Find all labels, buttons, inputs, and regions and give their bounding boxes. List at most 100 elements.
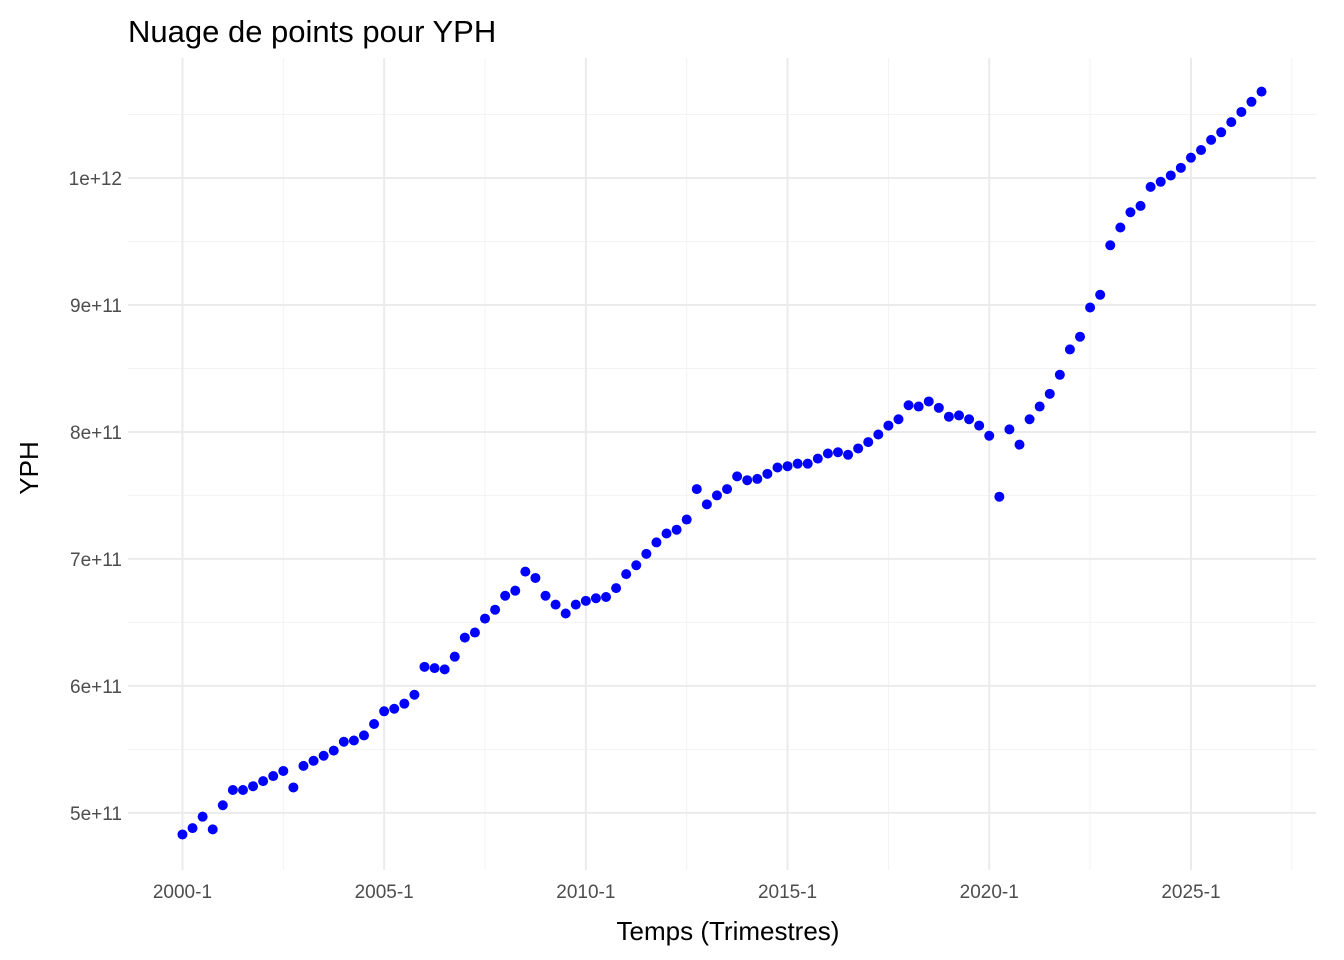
x-tick-label: 2000-1 — [153, 882, 212, 903]
data-point — [207, 824, 218, 835]
data-point — [933, 402, 944, 413]
data-point — [520, 566, 531, 577]
data-point — [1004, 424, 1015, 435]
data-point — [490, 604, 501, 615]
y-axis-tick-labels: 5e+11 6e+11 7e+11 8e+11 9e+11 1e+12 — [69, 169, 122, 825]
y-tick-label: 5e+11 — [70, 804, 122, 825]
data-point — [812, 453, 823, 464]
data-point — [590, 593, 601, 604]
data-point — [691, 484, 702, 495]
data-point — [1165, 170, 1176, 181]
data-point — [792, 458, 803, 469]
data-point — [560, 608, 571, 619]
data-point — [1256, 86, 1267, 97]
data-point — [399, 698, 410, 709]
data-point — [611, 583, 622, 594]
data-point — [1064, 344, 1075, 355]
data-point — [883, 420, 894, 431]
data-point — [510, 585, 521, 596]
data-point — [187, 823, 198, 834]
data-point — [742, 475, 753, 486]
x-tick-label: 2005-1 — [355, 882, 414, 903]
data-point — [641, 548, 652, 559]
x-tick-label: 2010-1 — [556, 882, 615, 903]
data-point — [1206, 134, 1217, 145]
data-point — [1236, 106, 1247, 117]
data-point — [853, 443, 864, 454]
data-point — [288, 782, 299, 793]
data-point — [550, 599, 561, 610]
y-tick-label: 9e+11 — [70, 296, 122, 317]
data-point — [863, 437, 874, 448]
data-point — [671, 524, 682, 535]
data-point — [822, 448, 833, 459]
data-point — [1044, 388, 1055, 399]
chart-title: Nuage de points pour YPH — [128, 14, 496, 49]
data-point — [358, 730, 369, 741]
data-point — [651, 537, 662, 548]
data-point — [903, 400, 914, 411]
data-point — [1145, 181, 1156, 192]
data-point — [1034, 401, 1045, 412]
data-point — [701, 499, 712, 510]
data-point — [449, 651, 460, 662]
y-axis-title: YPH — [14, 441, 44, 494]
data-point — [480, 613, 491, 624]
x-tick-label: 2020-1 — [960, 882, 1019, 903]
data-point — [923, 396, 934, 407]
data-point — [782, 461, 793, 472]
data-point — [772, 462, 783, 473]
x-axis-tick-labels: 2000-1 2005-1 2010-1 2015-1 2020-1 2025-1 — [153, 882, 1221, 903]
data-point — [1246, 96, 1257, 107]
data-point — [802, 458, 813, 469]
data-point — [1024, 414, 1035, 425]
data-point — [994, 491, 1005, 502]
data-point — [762, 468, 773, 479]
minor-gridlines — [128, 58, 1316, 870]
data-point — [1175, 162, 1186, 173]
data-point — [237, 785, 248, 796]
data-point — [298, 760, 309, 771]
data-point — [318, 750, 329, 761]
data-point — [1185, 152, 1196, 163]
data-point — [217, 800, 228, 811]
x-tick-label: 2015-1 — [758, 882, 817, 903]
data-point — [601, 592, 612, 603]
data-point — [1105, 240, 1116, 251]
major-gridlines — [128, 58, 1316, 870]
data-point — [268, 771, 279, 782]
data-point — [419, 661, 430, 672]
data-point — [893, 414, 904, 425]
data-point — [258, 776, 269, 787]
data-point — [197, 811, 208, 822]
data-point — [308, 755, 319, 766]
data-point — [429, 663, 440, 674]
data-point — [338, 736, 349, 747]
data-point — [580, 595, 591, 606]
data-point — [1054, 369, 1065, 380]
data-point — [722, 484, 733, 495]
data-point — [1125, 207, 1136, 218]
data-point — [1196, 145, 1207, 156]
data-point — [873, 429, 884, 440]
data-point — [248, 781, 259, 792]
data-point — [469, 627, 480, 638]
data-point — [389, 703, 400, 714]
data-point — [1115, 222, 1126, 233]
data-point — [177, 829, 188, 840]
data-point — [661, 528, 672, 539]
data-point — [843, 449, 854, 460]
data-point — [530, 572, 541, 583]
data-point — [379, 706, 390, 717]
data-point — [631, 560, 642, 571]
data-point — [1216, 127, 1227, 138]
data-point — [1095, 289, 1106, 300]
y-tick-label: 6e+11 — [70, 677, 122, 698]
data-point — [953, 410, 964, 421]
data-point — [540, 590, 551, 601]
data-point — [459, 632, 470, 643]
data-points — [177, 86, 1267, 840]
data-point — [500, 590, 511, 601]
x-axis-title: Temps (Trimestres) — [617, 916, 840, 946]
